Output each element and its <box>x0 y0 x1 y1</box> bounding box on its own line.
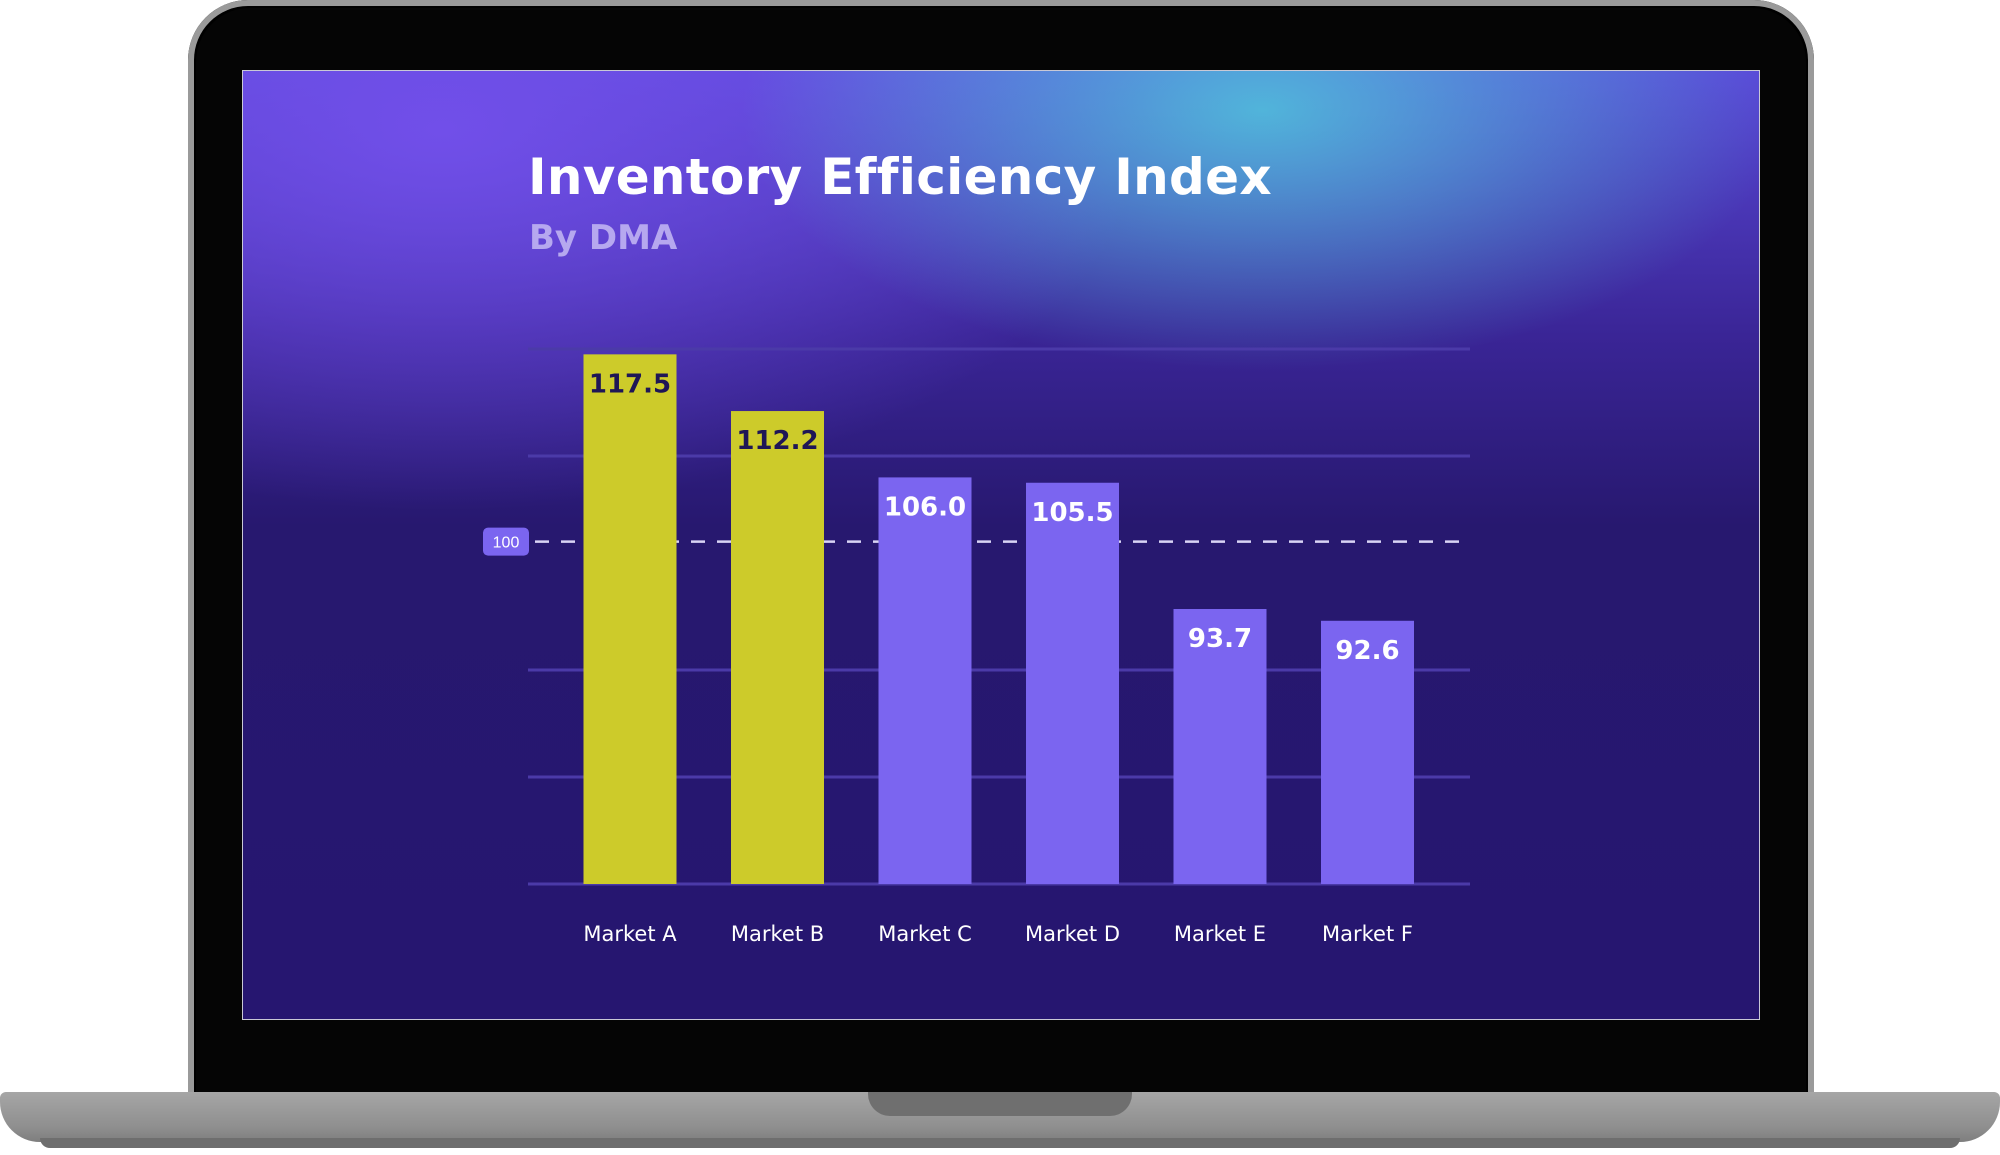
category-label: Market C <box>878 922 972 946</box>
laptop-notch <box>868 1092 1132 1116</box>
bar <box>1321 620 1414 884</box>
bar <box>1026 482 1119 884</box>
laptop-base-shadow <box>40 1138 1960 1148</box>
bar <box>731 411 824 884</box>
bar-value-label: 92.6 <box>1335 636 1399 666</box>
bars <box>583 354 1414 885</box>
bar-value-label: 117.5 <box>589 369 671 399</box>
category-label: Market F <box>1322 922 1413 946</box>
bar <box>878 477 972 884</box>
bar-value-label: 105.5 <box>1031 498 1113 528</box>
chart-subtitle: By DMA <box>529 218 678 258</box>
reference-line-group: 100 <box>483 527 1470 556</box>
gridlines <box>528 347 1470 886</box>
reference-badge-label: 100 <box>493 535 520 552</box>
category-labels: Market A Market B Market C Market D Market E… <box>583 922 1413 946</box>
bar-value-label: 93.7 <box>1188 624 1252 654</box>
bar <box>1173 609 1267 884</box>
value-labels: 117.5 112.2 106.0 105.5 93.7 92.6 <box>589 369 1400 665</box>
bar <box>583 354 677 885</box>
category-label: Market D <box>1025 922 1120 946</box>
chart-title: Inventory Efficiency Index <box>528 148 1272 206</box>
bar-value-label: 112.2 <box>736 426 818 456</box>
reference-badge <box>483 527 529 556</box>
category-label: Market E <box>1174 922 1266 946</box>
category-label: Market A <box>583 922 677 946</box>
bar-value-label: 106.0 <box>884 492 966 522</box>
category-label: Market B <box>731 922 824 946</box>
